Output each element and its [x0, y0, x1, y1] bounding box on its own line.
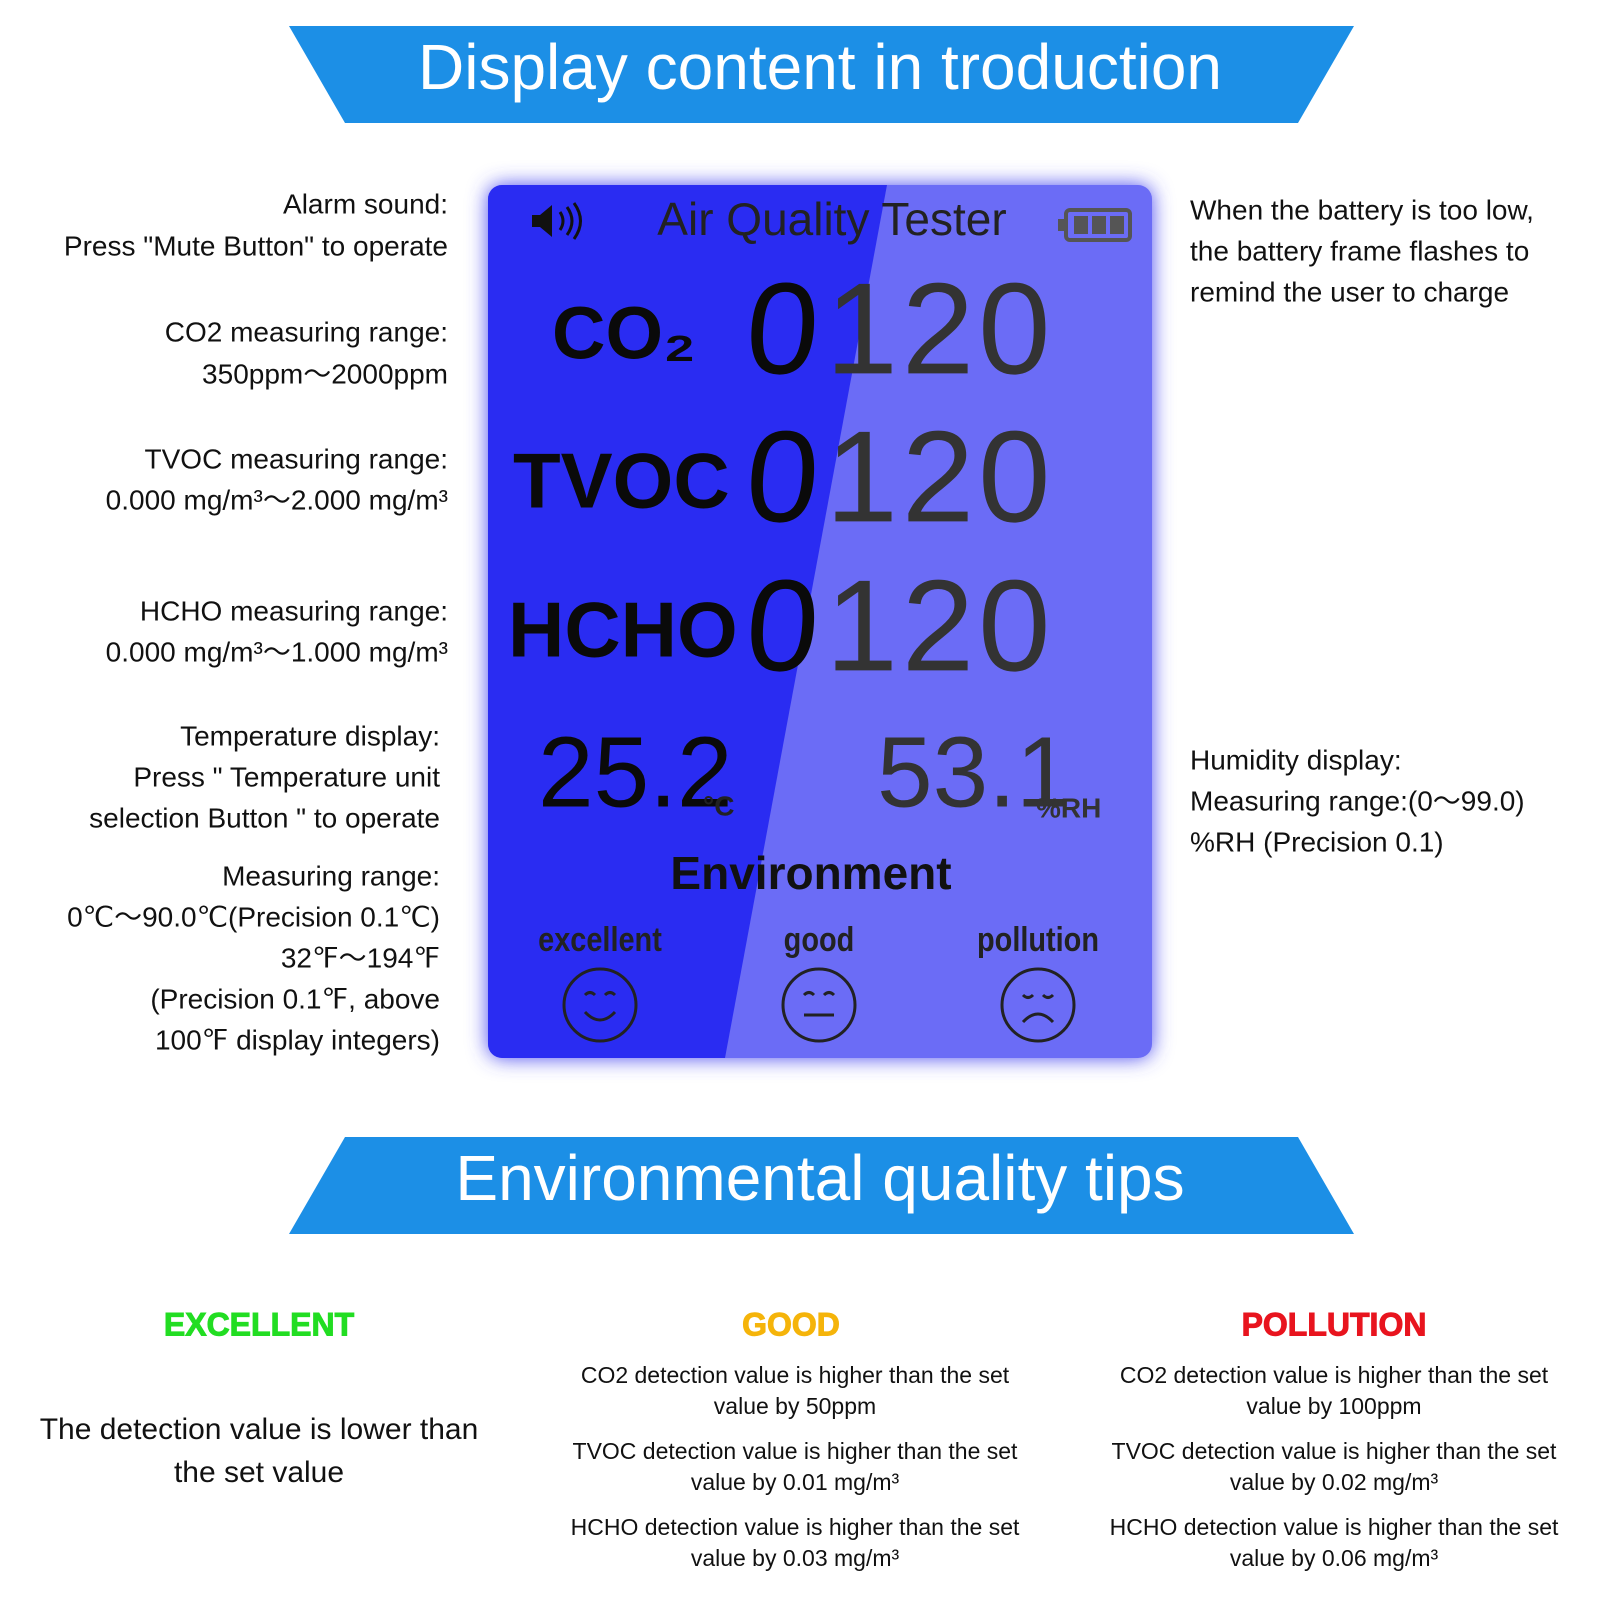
tip-line: HCHO detection value is higher than the …: [571, 1514, 1020, 1540]
humidity: 53.1: [877, 716, 1072, 828]
note-line: Press " Temperature unit: [133, 761, 440, 792]
tip-line: value by 0.06 mg/m³: [1230, 1545, 1439, 1571]
note-line: Press "Mute Button" to operate: [64, 230, 448, 261]
banner: [289, 1137, 1354, 1234]
tip-line: value by 0.01 mg/m³: [691, 1469, 900, 1495]
tip-line: the set value: [174, 1456, 344, 1489]
tip-heading: GOOD: [742, 1306, 840, 1342]
note-line: %RH (Precision 0.1): [1190, 826, 1444, 857]
reading-lead: 0: [741, 403, 823, 549]
reading-label: TVOC: [513, 437, 730, 525]
note-line: Humidity display:: [1190, 744, 1402, 775]
note-line: selection Button " to operate: [89, 802, 440, 833]
reading-lead: 0: [741, 552, 823, 698]
note-line: 0℃～90.0℃(Precision 0.1℃): [67, 901, 440, 932]
lcd-dark: [488, 185, 887, 1058]
note-line: 0.000 mg/m³～1.000 mg/m³: [106, 636, 448, 667]
note-line: CO2 measuring range:: [165, 316, 448, 347]
note-line: 100℉ display integers): [155, 1024, 440, 1055]
temperature-unit: °C: [703, 790, 734, 821]
note-line: (Precision 0.1℉, above: [150, 983, 440, 1014]
note-line: the battery frame flashes to: [1190, 235, 1529, 266]
tip-line: value by 100ppm: [1246, 1393, 1421, 1419]
note-line: Temperature display:: [180, 720, 440, 751]
tip-line: CO2 detection value is higher than the s…: [581, 1362, 1010, 1388]
note-line: Measuring range:: [222, 860, 440, 891]
tip-line: CO2 detection value is higher than the s…: [1120, 1362, 1549, 1388]
tip-line: HCHO detection value is higher than the …: [1110, 1514, 1559, 1540]
note-line: 32℉～194℉: [281, 942, 440, 973]
tip-line: The detection value is lower than: [40, 1413, 479, 1446]
note-line: 0.000 mg/m³～2.000 mg/m³: [106, 484, 448, 515]
note-line: 350ppm～2000ppm: [202, 358, 448, 389]
note-line: HCHO measuring range:: [140, 595, 448, 626]
lcd-screen: [488, 185, 1152, 1058]
reading-digits: 120: [826, 255, 1055, 401]
note-line: remind the user to charge: [1190, 276, 1509, 307]
humidity-unit: %RH: [1036, 792, 1101, 823]
battery-icon: [1058, 208, 1132, 242]
temperature: 25.2: [538, 716, 733, 828]
tip-line: value by 50ppm: [714, 1393, 876, 1419]
banner-title: Environmental quality tips: [455, 1142, 1184, 1214]
level-label: good: [784, 920, 855, 959]
tip-line: value by 0.03 mg/m³: [691, 1545, 900, 1571]
note-line: When the battery is too low,: [1190, 194, 1534, 225]
lcd-title: Air Quality Tester: [657, 193, 1006, 245]
faces: [562, 967, 1076, 1043]
note-line: Alarm sound:: [283, 188, 448, 219]
reading-digits: 120: [826, 403, 1055, 549]
speaker-icon: [532, 202, 582, 240]
tip-heading: POLLUTION: [1242, 1306, 1427, 1342]
environment: Environment: [670, 847, 951, 899]
tip-line: value by 0.02 mg/m³: [1230, 1469, 1439, 1495]
reading-lead: 0: [741, 255, 823, 401]
tip-line: TVOC detection value is higher than the …: [1112, 1438, 1558, 1464]
reading-label: HCHO: [508, 586, 738, 674]
banner: [289, 26, 1354, 123]
banner-title: Display content in troduction: [418, 31, 1222, 103]
reading-digits: 120: [826, 552, 1055, 698]
note-line: Measuring range:(0～99.0): [1190, 785, 1525, 816]
reading-label: CO₂: [552, 292, 696, 375]
tip-line: TVOC detection value is higher than the …: [573, 1438, 1019, 1464]
level-label: excellent: [538, 920, 662, 959]
tip-heading: EXCELLENT: [164, 1306, 355, 1342]
level-label: pollution: [977, 920, 1099, 959]
note-line: TVOC measuring range:: [145, 443, 448, 474]
